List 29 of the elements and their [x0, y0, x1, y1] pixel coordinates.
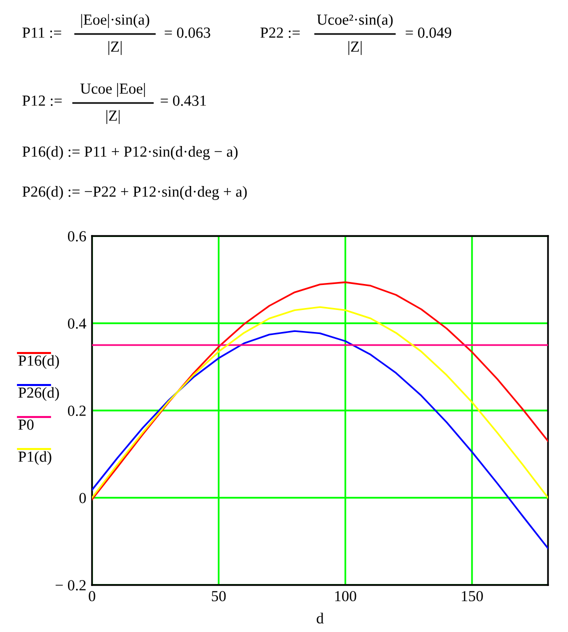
y-tick-label: 0 — [79, 492, 86, 504]
x-axis-title: d — [316, 612, 324, 624]
text: P11 := — [22, 28, 62, 38]
x-tick-label: 100 — [335, 590, 356, 602]
x-tick-label: 150 — [462, 590, 483, 602]
y-tick-label: 0.6 — [68, 231, 86, 242]
legend-label: P26(d) — [18, 387, 59, 401]
y-tick-label: − 0.2 — [56, 580, 86, 591]
text: = 0.063 — [164, 28, 210, 38]
text: P26(d) := −P22 + P12·sin(d·deg + a) — [22, 186, 247, 200]
x-tick-label: 50 — [212, 590, 226, 602]
text: |Z| — [108, 41, 122, 55]
text: Ucoe |Eoe| — [80, 83, 145, 97]
text: = 0.049 — [406, 28, 452, 38]
line-series — [92, 330, 548, 550]
legend-label: P0 — [18, 420, 34, 430]
text: P16(d) := P11 + P12·sin(d·deg − a) — [22, 146, 238, 160]
legend-label: P16(d) — [18, 355, 59, 369]
text: P22 := — [260, 28, 300, 38]
x-tick-label: 0 — [88, 590, 96, 602]
text: |Z| — [348, 41, 362, 55]
text: |Eoe|·sin(a) — [81, 14, 150, 28]
y-tick-label: 0.4 — [68, 318, 86, 329]
text: = 0.431 — [160, 96, 206, 106]
legend-label: P1(d) — [18, 451, 52, 465]
text: |Z| — [106, 110, 120, 124]
y-tick-label: 0.2 — [68, 406, 86, 416]
text: Ucoe²·sin(a) — [316, 14, 393, 28]
text: P12 := — [22, 96, 62, 106]
